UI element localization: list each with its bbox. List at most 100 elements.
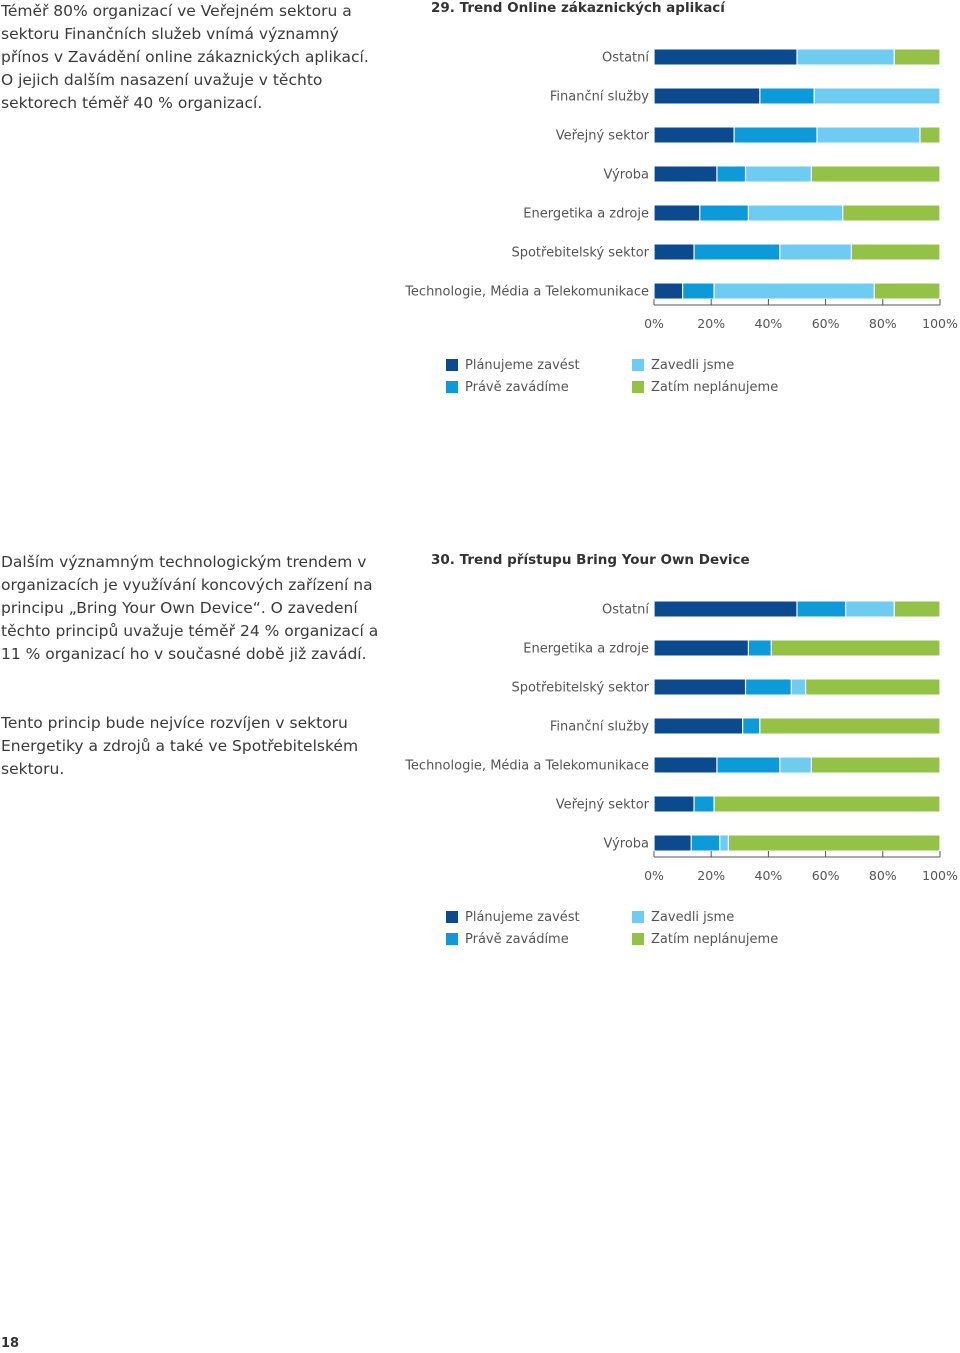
chart2-bar-segment (797, 601, 846, 617)
chart1-x-tick-label: 100% (922, 316, 958, 331)
chart2-bar-segment (806, 679, 940, 695)
legend-swatch (446, 933, 458, 945)
chart2-bar-segment (791, 679, 805, 695)
chart2-bar-segment (694, 796, 714, 812)
chart2-bar-segment (654, 601, 797, 617)
chart1-legend: Plánujeme zavést Právě zavádíme Zavedli … (446, 357, 806, 401)
chart2-bar-segment (654, 679, 745, 695)
legend-label: Plánujeme zavést (465, 357, 580, 373)
chart1-category-label: Spotřebitelský sektor (511, 246, 649, 261)
chart1-bar-segment (760, 88, 814, 104)
chart1-bar-segment (851, 244, 940, 260)
legend-label: Zavedli jsme (651, 909, 735, 925)
legend-swatch (632, 933, 644, 945)
chart2-legend-implemented: Zavedli jsme (632, 909, 734, 925)
chart2-bar-segment (654, 718, 743, 734)
byod-paragraph: Dalším významným technologickým trendem … (1, 553, 379, 663)
chart2-bar-segment (691, 835, 720, 851)
chart2-x-tick-label: 100% (922, 868, 958, 883)
chart2-bar-segment (780, 757, 811, 773)
chart2-bar-segment (743, 718, 760, 734)
chart2-bar-segment (811, 757, 940, 773)
chart1-category-label: Veřejný sektor (556, 129, 650, 144)
chart2-category-label: Ostatní (602, 603, 649, 618)
chart1-category-label: Energetika a zdroje (523, 207, 649, 222)
chart1-bar-segment (654, 283, 682, 299)
chart2-bar-segment (717, 757, 780, 773)
chart2-category-label: Energetika a zdroje (523, 642, 649, 657)
chart2-legend-implementing: Právě zavádíme (446, 931, 569, 947)
chart2-bar-segment (654, 796, 694, 812)
chart1-bar-segment (874, 283, 940, 299)
intro-paragraph: Téměř 80% organizací ve Veřejném sektoru… (1, 2, 369, 112)
chart2-x-tick-label: 60% (812, 868, 840, 883)
chart1-bar-segment (717, 166, 745, 182)
byod-sector-paragraph: Tento princip bude nejvíce rozvíjen v se… (1, 714, 359, 778)
legend-swatch (446, 911, 458, 923)
chart2-legend: Plánujeme zavést Právě zavádíme Zavedli … (446, 909, 806, 953)
chart1-bar-segment (654, 88, 760, 104)
chart2-x-tick-label: 40% (755, 868, 783, 883)
chart1-bar-segment (811, 166, 940, 182)
chart1-x-tick-label: 60% (812, 316, 840, 331)
chart2-x-tick-label: 0% (644, 868, 664, 883)
chart2-bar-segment (894, 601, 940, 617)
chart2-category-label: Výroba (604, 837, 649, 852)
chart1-bar-segment (920, 127, 940, 143)
chart1-category-label: Ostatní (602, 51, 649, 66)
chart2-x-tick-label: 20% (697, 868, 725, 883)
chart1-x-tick-label: 0% (644, 316, 664, 331)
legend-swatch (632, 911, 644, 923)
legend-swatch (446, 381, 458, 393)
chart1-legend-not-planned: Zatím neplánujeme (632, 379, 778, 395)
chart1-bar-segment (843, 205, 940, 221)
chart2-category-label: Veřejný sektor (556, 798, 650, 813)
chart2-bar-segment (714, 796, 940, 812)
legend-label: Právě zavádíme (465, 931, 569, 947)
chart2-bar-segment (720, 835, 728, 851)
chart1-bar-segment (654, 127, 734, 143)
chart1-x-tick-label: 40% (755, 316, 783, 331)
chart1-bar-segment (748, 205, 843, 221)
legend-label: Zavedli jsme (651, 357, 735, 373)
chart1-category-label: Finanční služby (550, 90, 649, 105)
chart2-title: 30. Trend přístupu Bring Your Own Device (431, 552, 750, 568)
legend-label: Právě zavádíme (465, 379, 569, 395)
chart1-category-label: Výroba (604, 168, 649, 183)
chart1-bar-segment (700, 205, 748, 221)
chart1: Ostatní Finanční služby Veřejný sektor Výro… (404, 49, 958, 331)
chart1-bar-segment (817, 127, 920, 143)
chart2-legend-planned: Plánujeme zavést (446, 909, 580, 925)
page-number: 18 (1, 1336, 20, 1351)
chart1-legend-implemented: Zavedli jsme (632, 357, 734, 373)
legend-swatch (632, 381, 644, 393)
chart1-x-tick-label: 80% (869, 316, 897, 331)
chart2-bar-segment (760, 718, 940, 734)
chart2-bar-segment (748, 640, 771, 656)
chart1-bar-segment (780, 244, 851, 260)
chart1-legend-implementing: Právě zavádíme (446, 379, 569, 395)
chart1-bar-segment (654, 49, 797, 65)
chart1-legend-planned: Plánujeme zavést (446, 357, 580, 373)
legend-label: Zatím neplánujeme (651, 379, 779, 395)
legend-swatch (446, 359, 458, 371)
chart1-bar-segment (746, 166, 811, 182)
legend-swatch (632, 359, 644, 371)
chart1-bar-segment (734, 127, 817, 143)
chart2-bar-segment (746, 679, 791, 695)
chart1-bar-segment (683, 283, 714, 299)
chart2-x-tick-label: 80% (869, 868, 897, 883)
chart1-bar-segment (814, 88, 940, 104)
chart1-bar-segment (654, 244, 694, 260)
chart1-title: 29. Trend Online zákaznických aplikací (431, 0, 725, 16)
chart1-bar-segment (894, 49, 940, 65)
legend-label: Zatím neplánujeme (651, 931, 779, 947)
chart2-legend-not-planned: Zatím neplánujeme (632, 931, 778, 947)
chart2-bar-segment (846, 601, 894, 617)
chart2-category-label: Technologie, Média a Telekomunikace (404, 759, 649, 774)
chart1-x-tick-label: 20% (697, 316, 725, 331)
chart2: Ostatní Energetika a zdroje Spotřebitelský… (404, 601, 958, 883)
chart2-bar-segment (654, 640, 748, 656)
chart2-category-label: Finanční služby (550, 720, 649, 735)
chart1-bar-segment (714, 283, 874, 299)
